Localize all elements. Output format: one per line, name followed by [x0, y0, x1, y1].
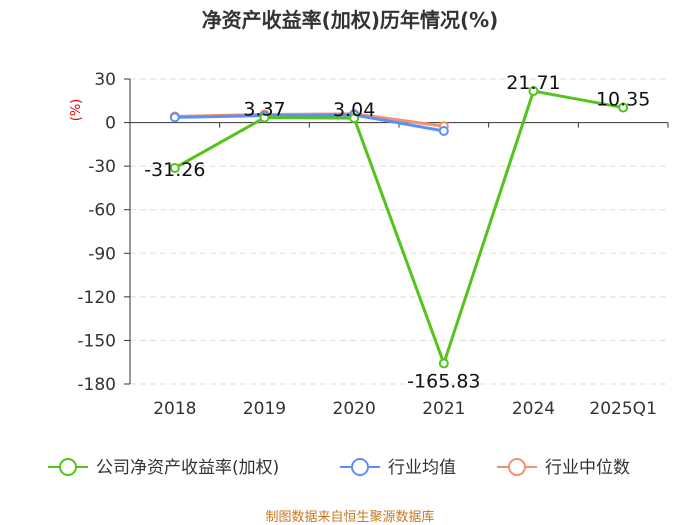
x-tick-label: 2024 [512, 399, 555, 419]
legend-label-1: 行业均值 [388, 458, 456, 478]
x-tick-label: 2025Q1 [589, 399, 656, 419]
y-tick-label: 30 [94, 70, 116, 90]
data-label: -165.83 [407, 370, 480, 392]
data-label: -31.26 [144, 159, 205, 181]
x-tick-labels: 2018 2019 2020 2021 2024 2025Q1 [153, 399, 657, 419]
x-tick-label: 2019 [243, 399, 286, 419]
series-0-point [259, 112, 270, 123]
y-tick-label: -180 [77, 375, 116, 395]
legend-marker-1 [351, 458, 369, 476]
series-0-point [528, 86, 539, 97]
series-0-point [438, 358, 449, 369]
data-labels: -31.26 3.37 3.04 -165.83 21.71 10.35 [144, 72, 650, 392]
data-label: 3.37 [243, 99, 285, 121]
source-note: 制图数据来自恒生聚源数据库 [265, 509, 434, 525]
y-tick-labels: 30 0 -30 -60 -90 -120 -150 -180 [77, 70, 116, 395]
series-1-point [438, 125, 449, 136]
series-0-point [349, 113, 360, 124]
legend-marker-2 [508, 458, 526, 476]
legend-label-2: 行业中位数 [545, 458, 630, 478]
chart-title: 净资产收益率(加权)历年情况(%) [202, 8, 499, 32]
x-tick-label: 2020 [333, 399, 376, 419]
y-tick-label: -120 [77, 288, 116, 308]
y-tick-label: -90 [88, 244, 116, 264]
data-label: 3.04 [333, 99, 375, 121]
series-line-1 [174, 113, 445, 133]
series-1-point [169, 112, 180, 123]
series-lines [169, 86, 629, 369]
x-tick-label: 2021 [422, 399, 465, 419]
series-line-0 [174, 89, 624, 365]
series-0-point [169, 162, 180, 173]
y-tick-label: -30 [88, 157, 116, 177]
legend-marker-0 [59, 458, 77, 476]
y-tick-label: -150 [77, 331, 116, 351]
x-tick-label: 2018 [153, 399, 196, 419]
legend: 公司净资产收益率(加权) 行业均值 行业中位数 [48, 458, 630, 478]
y-axis-label: (%) [69, 99, 84, 122]
data-label: 21.71 [506, 72, 560, 94]
legend-label-0: 公司净资产收益率(加权) [96, 458, 279, 478]
series-0-point [618, 102, 629, 113]
y-tick-label: 0 [105, 114, 116, 134]
y-tick-label: -60 [88, 201, 116, 221]
data-label: 10.35 [596, 89, 650, 111]
